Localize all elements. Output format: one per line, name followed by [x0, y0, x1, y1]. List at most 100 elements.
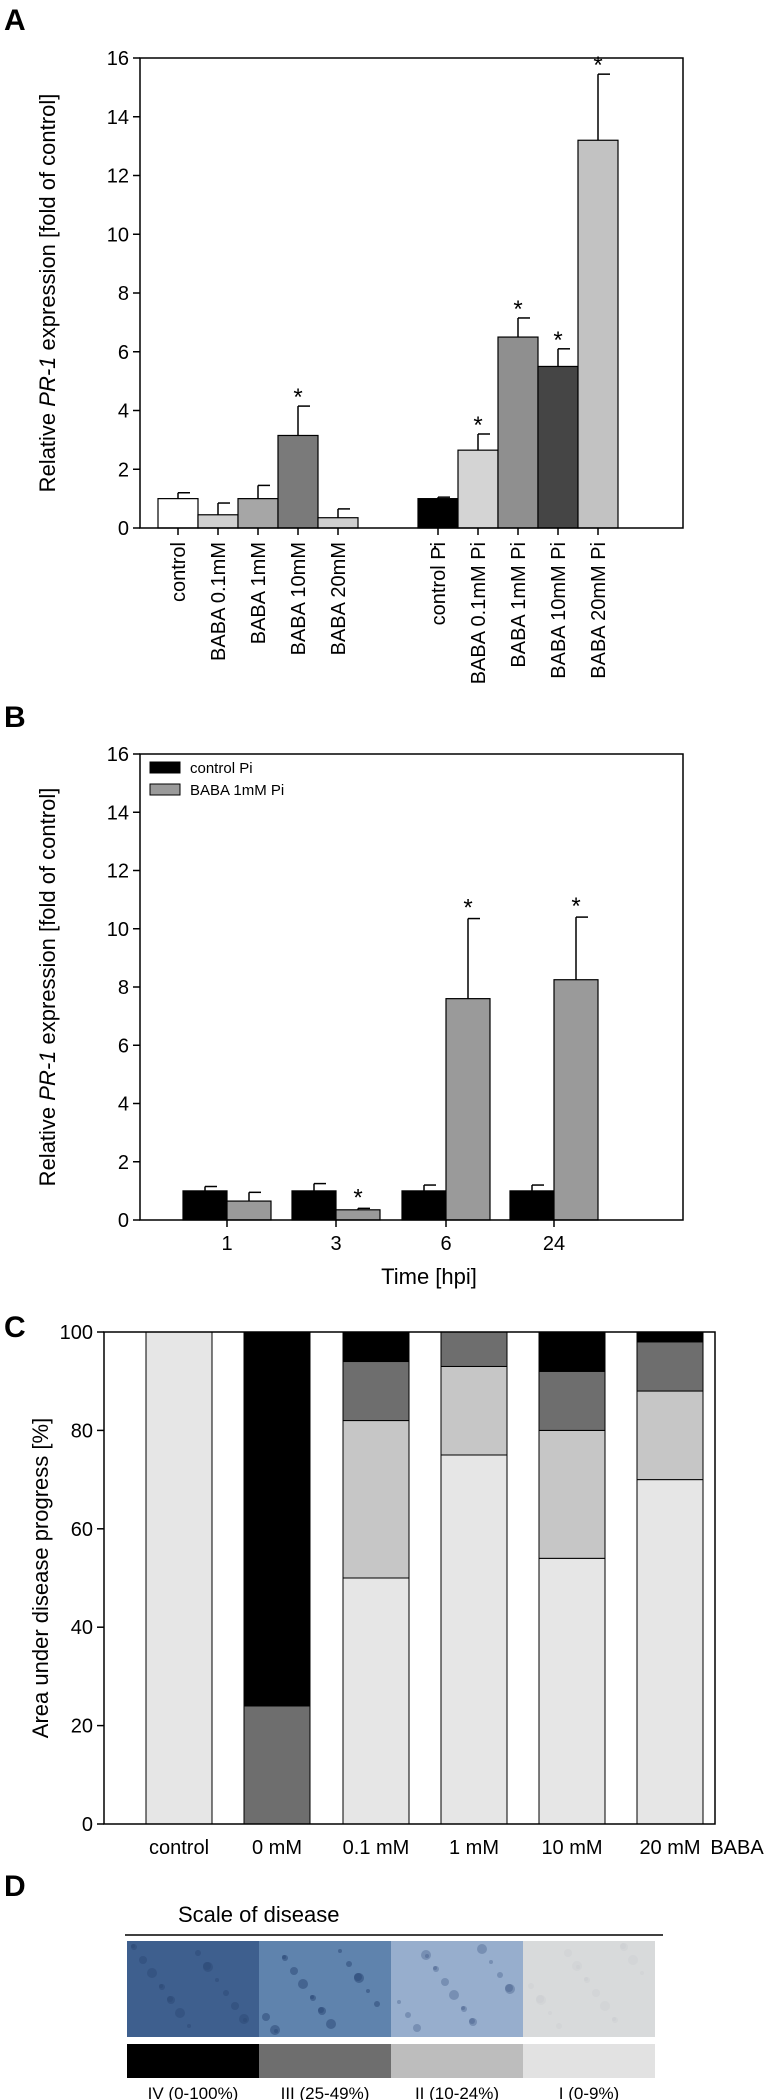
panel-letter-c: C [4, 1311, 26, 1344]
photo-texture [298, 1979, 308, 1989]
scale-block-i-0-9 [523, 2044, 655, 2078]
photo-texture [536, 1995, 546, 2005]
segment-1-mm-ii-10-24 [440, 1365, 508, 1456]
y-tick-label: 2 [118, 459, 129, 481]
x-tick-label: BABA 0.1mM Pi [468, 542, 490, 684]
photo-texture [584, 1977, 590, 1983]
significance-star: * [553, 327, 562, 354]
photo-texture [243, 2018, 247, 2022]
segment-10-mm-iii-25-49 [538, 1370, 606, 1431]
x-tick-label: 3 [330, 1233, 341, 1255]
x-tick-label: BABA 1mM [248, 542, 270, 644]
y-tick-label: 80 [71, 1420, 93, 1442]
y-axis-title: Relative PR-1 expression [fold of contro… [35, 788, 60, 1187]
panel-letter-d: D [4, 1870, 26, 1903]
segment-0-1-mm-iv-0-100 [342, 1331, 410, 1363]
photo-texture [505, 1984, 515, 1994]
photo-texture [497, 1972, 503, 1978]
photo-texture [167, 1996, 175, 2004]
photo-texture [505, 1984, 513, 1992]
bar-control-pi-6 [401, 1190, 447, 1221]
y-tick-label: 10 [107, 224, 129, 246]
y-axis-title: Area under disease progress [%] [28, 1418, 53, 1738]
photo-texture [318, 2007, 326, 2015]
x-tick-label: 10 mM [541, 1837, 602, 1859]
y-tick-label: 14 [107, 107, 129, 129]
segment-0-mm-iii-25-49 [243, 1705, 311, 1825]
segment-20-mm-i-0-9 [636, 1479, 704, 1825]
ylabel-italic: PR-1 [35, 357, 60, 407]
y-tick-label: 6 [118, 1035, 129, 1057]
photo-texture [282, 1955, 288, 1961]
y-axis-title: Relative PR-1 expression [fold of contro… [35, 94, 60, 493]
segment-1-mm-iii-25-49 [440, 1331, 508, 1367]
x-tick-label: 24 [543, 1233, 565, 1255]
panel-letter-b: B [4, 701, 26, 734]
x-axis-title: Time [hpi] [381, 1264, 477, 1289]
photo-texture [469, 2018, 475, 2024]
bar-control-pi-3 [291, 1190, 337, 1221]
x-tick-label: BABA 20mM [328, 542, 350, 655]
photo-texture [640, 1971, 644, 1975]
segment-0-1-mm-iii-25-49 [342, 1361, 410, 1422]
photo-texture [346, 1961, 352, 1967]
chart-a: A 0 2 4 6 8 10 12 14 16 * * * * * control BABA 0.1mM B… [4, 4, 684, 684]
photo-texture [600, 2001, 610, 2011]
photo-texture [274, 2029, 278, 2033]
y-tick-label: 0 [82, 1814, 93, 1836]
y-tick-label: 100 [60, 1322, 93, 1344]
significance-star: * [473, 412, 482, 439]
y-tick-label: 0 [118, 518, 129, 540]
x-axis-trailing-label: BABA [710, 1837, 764, 1859]
photo-texture [366, 1989, 370, 1993]
y-tick-label: 6 [118, 342, 129, 364]
segment-10-mm-iv-0-100 [538, 1331, 606, 1372]
photo-texture [262, 2013, 270, 2021]
significance-star: * [571, 893, 580, 920]
y-tick-label: 10 [107, 919, 129, 941]
segment-10-mm-ii-10-24 [538, 1429, 606, 1559]
separator-mark: . [432, 531, 438, 553]
bar-baba-0-1mm-pi [457, 449, 499, 529]
disease-photo-iii-25-49 [259, 1941, 391, 2037]
photo-texture [461, 2006, 465, 2010]
photo-texture [374, 2001, 380, 2007]
segment-0-1-mm-ii-10-24 [342, 1420, 410, 1579]
scale-title: Scale of disease [178, 1902, 339, 1927]
photo-texture [203, 1962, 213, 1972]
scale-block-iii-25-49 [259, 2044, 391, 2078]
x-tick-label: BABA 1mM Pi [508, 542, 530, 668]
photo-texture [405, 2012, 411, 2018]
photo-texture [433, 1966, 439, 1972]
photo-texture [290, 1967, 298, 1975]
photo-texture [139, 1956, 147, 1964]
segment-10-mm-i-0-9 [538, 1557, 606, 1825]
x-tick-label: control Pi [428, 542, 450, 625]
bar-baba-1mm-pi-1 [226, 1200, 272, 1221]
x-tick-label: control [168, 542, 190, 602]
bar-baba-20mm [317, 517, 359, 529]
photo-texture [536, 1995, 544, 2003]
y-tick-label: 4 [118, 1094, 129, 1116]
x-tick-label: BABA 10mM Pi [548, 542, 570, 679]
ylabel-italic: PR-1 [35, 1051, 60, 1101]
bar-control-pi [417, 498, 459, 529]
y-tick-label: 60 [71, 1519, 93, 1541]
photo-texture [175, 2008, 185, 2018]
disease-photo-iv-0-100 [127, 1941, 259, 2037]
y-tick-label: 8 [118, 977, 129, 999]
photo-texture [628, 1955, 638, 1965]
x-tick-label: 6 [440, 1233, 451, 1255]
y-tick-label: 4 [118, 401, 129, 423]
photo-texture [620, 1943, 626, 1949]
plot-frame [139, 57, 684, 529]
scale-label: III (25-49%) [281, 2084, 370, 2100]
ylabel-suffix: expression [fold of control] [35, 94, 60, 357]
scale-block-ii-10-24 [391, 2044, 523, 2078]
x-tick-label: 1 [221, 1233, 232, 1255]
scale-label: IV (0-100%) [148, 2084, 239, 2100]
segment-control-i-0-9 [145, 1331, 213, 1825]
photo-texture [433, 1966, 437, 1970]
photo-texture [187, 2024, 191, 2028]
photo-texture [310, 1995, 316, 2001]
